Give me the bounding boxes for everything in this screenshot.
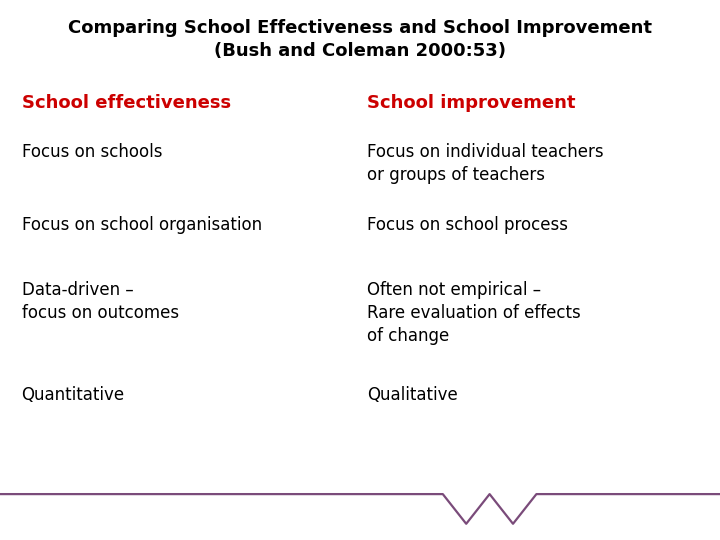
- Text: Quantitative: Quantitative: [22, 386, 125, 404]
- Text: Comparing School Effectiveness and School Improvement
(Bush and Coleman 2000:53): Comparing School Effectiveness and Schoo…: [68, 19, 652, 60]
- Text: Focus on individual teachers
or groups of teachers: Focus on individual teachers or groups o…: [367, 143, 604, 184]
- Text: Focus on schools: Focus on schools: [22, 143, 162, 161]
- Text: Often not empirical –
Rare evaluation of effects
of change: Often not empirical – Rare evaluation of…: [367, 281, 581, 345]
- Text: School effectiveness: School effectiveness: [22, 94, 230, 112]
- Text: Focus on school organisation: Focus on school organisation: [22, 216, 262, 234]
- Text: School improvement: School improvement: [367, 94, 576, 112]
- Text: Qualitative: Qualitative: [367, 386, 458, 404]
- Text: Focus on school process: Focus on school process: [367, 216, 568, 234]
- Text: Data-driven –
focus on outcomes: Data-driven – focus on outcomes: [22, 281, 179, 322]
